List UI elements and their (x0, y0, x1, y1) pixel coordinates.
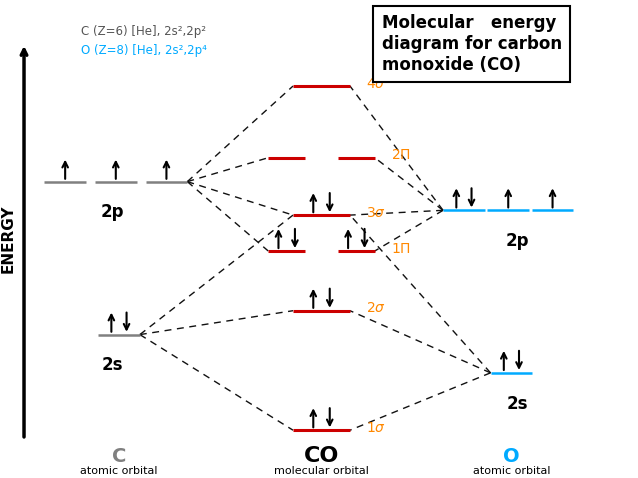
Text: 1$\Pi$: 1$\Pi$ (390, 241, 411, 256)
Text: ENERGY: ENERGY (1, 205, 16, 273)
Text: 2s: 2s (507, 395, 528, 413)
Text: molecular orbital: molecular orbital (274, 466, 369, 476)
Text: 2$\sigma$: 2$\sigma$ (366, 301, 386, 315)
Text: C: C (112, 447, 126, 466)
Text: 4$\sigma$: 4$\sigma$ (366, 76, 386, 91)
Text: O (Z=8) [He], 2s²,2p⁴: O (Z=8) [He], 2s²,2p⁴ (81, 43, 207, 57)
Text: O: O (503, 447, 520, 466)
Text: Molecular   energy
diagram for carbon
monoxide (CO): Molecular energy diagram for carbon mono… (382, 14, 562, 74)
Text: 3$\sigma$: 3$\sigma$ (366, 206, 386, 220)
Text: 2s: 2s (102, 357, 123, 374)
Text: atomic orbital: atomic orbital (473, 466, 550, 476)
Text: 1$\sigma$: 1$\sigma$ (366, 421, 386, 435)
Text: 2$\Pi$: 2$\Pi$ (390, 148, 411, 163)
Text: atomic orbital: atomic orbital (80, 466, 158, 476)
Text: C (Z=6) [He], 2s²,2p²: C (Z=6) [He], 2s²,2p² (81, 24, 206, 38)
Text: 2p: 2p (101, 204, 124, 221)
Text: 2p: 2p (506, 232, 530, 250)
Text: CO: CO (304, 446, 339, 467)
